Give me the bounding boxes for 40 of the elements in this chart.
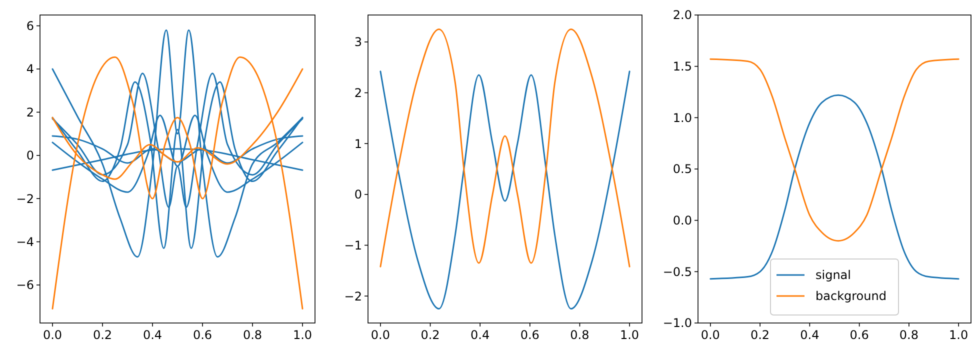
y-tick-label: −4 — [16, 234, 34, 249]
x-tick-label: 0.4 — [800, 328, 820, 342]
x-tick-label: 0.2 — [92, 328, 112, 342]
x-tick-label: 0.8 — [242, 328, 262, 342]
x-tick-label: 0.8 — [899, 328, 918, 342]
y-tick-label: 2.0 — [672, 8, 692, 22]
x-tick-label: 1.0 — [620, 328, 640, 342]
y-tick-label: 4 — [26, 62, 34, 76]
y-tick-label: 0 — [26, 148, 34, 163]
x-tick-label: 0.2 — [750, 328, 770, 342]
x-tick-label: 0.4 — [142, 328, 162, 342]
y-tick-label: 1 — [354, 136, 362, 151]
y-tick-label: −6 — [16, 278, 34, 292]
x-tick-label: 0.8 — [570, 328, 590, 342]
y-tick-label: 3 — [354, 35, 362, 50]
x-tick-label: 0.4 — [470, 328, 490, 342]
y-tick-label: −2 — [16, 192, 34, 206]
y-tick-label: 2 — [26, 105, 34, 120]
y-tick-label: 1.0 — [672, 110, 692, 125]
x-tick-label: 0.0 — [700, 328, 720, 342]
y-tick-label: 0.5 — [672, 162, 692, 176]
x-tick-label: 0.6 — [520, 328, 540, 342]
y-tick-label: −1 — [344, 238, 362, 252]
x-tick-label: 0.6 — [192, 328, 212, 342]
y-tick-label: 0.0 — [672, 214, 692, 228]
y-tick-label: −2 — [344, 289, 362, 304]
x-tick-label: 0.6 — [850, 328, 869, 342]
x-tick-label: 0.0 — [370, 328, 390, 342]
y-tick-label: 6 — [26, 19, 34, 33]
x-tick-label: 0.0 — [42, 328, 62, 342]
y-tick-label: 1.5 — [672, 60, 692, 74]
y-tick-label: −0.5 — [662, 264, 692, 279]
x-tick-label: 1.0 — [292, 328, 312, 342]
y-tick-label: 0 — [354, 188, 362, 202]
y-tick-label: −1.0 — [662, 316, 692, 330]
y-tick-label: 2 — [354, 86, 362, 100]
legend-label: background — [816, 289, 886, 304]
x-tick-label: 1.0 — [949, 328, 968, 342]
legend-label: signal — [816, 268, 851, 282]
x-tick-label: 0.2 — [420, 328, 440, 342]
